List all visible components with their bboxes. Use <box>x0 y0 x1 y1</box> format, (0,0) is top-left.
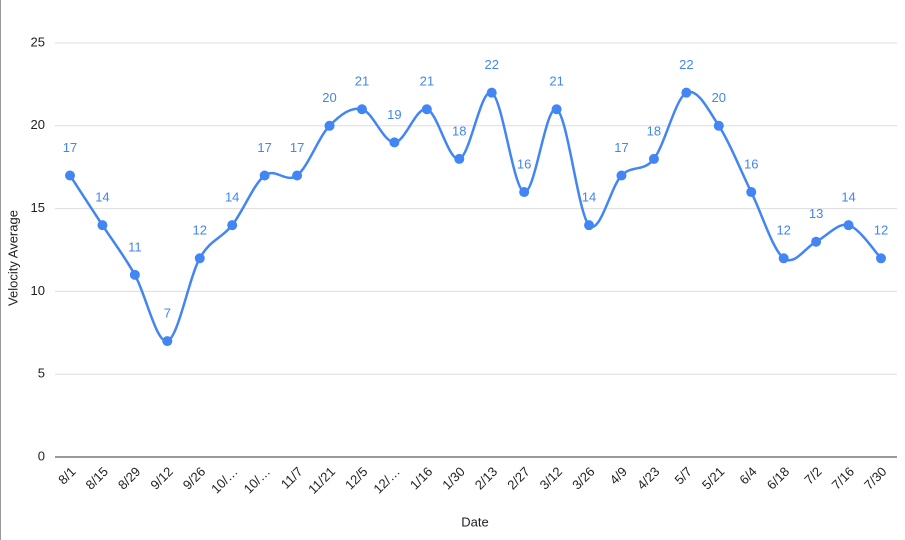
data-label: 14 <box>95 190 109 205</box>
data-label: 11 <box>128 239 142 254</box>
y-tick-label: 5 <box>38 366 45 381</box>
y-tick-label: 20 <box>31 117 45 132</box>
x-tick-label: 4/9 <box>607 464 630 487</box>
data-label: 21 <box>420 74 434 89</box>
data-label: 17 <box>63 140 77 155</box>
x-tick-label: 1/16 <box>407 464 436 493</box>
data-label: 12 <box>193 223 207 238</box>
x-tick-label: 6/18 <box>764 464 793 493</box>
x-tick-label: 11/21 <box>305 464 338 497</box>
data-label: 17 <box>257 140 271 155</box>
x-tick-label: 9/26 <box>180 464 209 493</box>
point <box>65 170 75 181</box>
data-label: 22 <box>484 57 498 72</box>
data-label: 16 <box>517 156 531 171</box>
point <box>292 170 303 181</box>
x-axis-title: Date <box>461 514 488 529</box>
y-tick-label: 25 <box>31 34 45 49</box>
data-label: 16 <box>744 156 758 171</box>
x-tick-label: 12/… <box>370 464 403 497</box>
point <box>162 336 173 347</box>
data-label: 21 <box>355 74 369 89</box>
point <box>584 220 595 231</box>
point <box>551 104 562 115</box>
point <box>778 253 789 264</box>
series-line <box>68 90 882 343</box>
data-label: 18 <box>452 123 466 138</box>
y-axis-title: Velocity Average <box>5 210 20 306</box>
point <box>454 153 465 164</box>
x-tick-label: 6/4 <box>736 464 759 487</box>
data-label: 20 <box>712 90 726 105</box>
x-tick-label: 2/27 <box>504 464 533 493</box>
x-tick-label: 8/29 <box>115 464 144 493</box>
x-tick-label: 10/… <box>208 464 241 497</box>
point <box>648 153 659 164</box>
point <box>746 187 757 198</box>
x-tick-label: 4/23 <box>634 464 663 493</box>
point <box>811 236 822 247</box>
point <box>227 220 238 231</box>
y-tick-label: 0 <box>38 448 45 463</box>
data-label: 17 <box>614 140 628 155</box>
y-tick-label: 15 <box>31 200 45 215</box>
x-tick-label: 7/30 <box>861 464 890 493</box>
x-tick-label: 5/7 <box>672 464 695 487</box>
point <box>129 269 140 280</box>
x-tick-label: 9/12 <box>147 464 176 493</box>
data-label: 14 <box>582 190 596 205</box>
x-tick-label: 8/1 <box>55 464 78 487</box>
x-tick-label: 7/2 <box>801 464 824 487</box>
y-tick-label: 10 <box>31 283 45 298</box>
point <box>486 87 497 98</box>
x-tick-label: 10/… <box>241 464 274 497</box>
point <box>681 87 692 98</box>
data-label: 17 <box>290 140 304 155</box>
data-label: 21 <box>549 74 563 89</box>
x-tick-label: 1/30 <box>439 464 468 493</box>
point <box>389 137 400 148</box>
data-label: 12 <box>776 223 790 238</box>
point <box>259 170 270 181</box>
x-tick-label: 8/15 <box>82 464 111 493</box>
data-label: 12 <box>874 223 888 238</box>
point <box>519 187 530 198</box>
point <box>97 220 108 231</box>
data-label: 13 <box>809 206 823 221</box>
x-tick-label: 3/12 <box>537 464 566 493</box>
data-label: 22 <box>679 57 693 72</box>
x-tick-label: 7/16 <box>829 464 858 493</box>
x-tick-label: 3/26 <box>569 464 598 493</box>
point <box>421 104 432 115</box>
data-label: 14 <box>841 190 855 205</box>
data-label: 18 <box>647 123 661 138</box>
x-tick-label: 2/13 <box>472 464 501 493</box>
point <box>194 253 205 264</box>
data-label: 19 <box>387 107 401 122</box>
point <box>616 170 627 181</box>
point <box>324 120 335 131</box>
x-tick-label: 5/21 <box>699 464 728 493</box>
point <box>876 253 886 264</box>
data-label: 7 <box>164 306 171 321</box>
point <box>843 220 854 231</box>
point <box>713 120 724 131</box>
x-tick-label: 11/7 <box>278 464 306 492</box>
x-tick-label: 12/5 <box>342 464 371 493</box>
data-label: 14 <box>225 190 239 205</box>
data-label: 20 <box>322 90 336 105</box>
point <box>356 104 367 115</box>
